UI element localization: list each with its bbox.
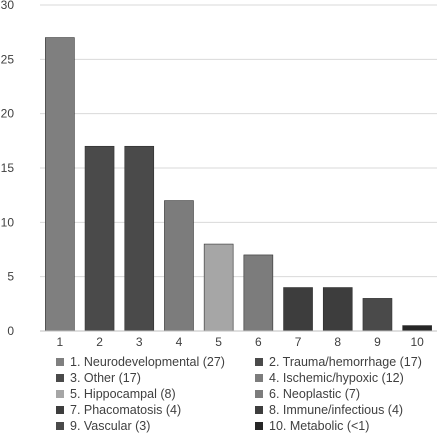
x-tick-label: 9: [374, 335, 381, 349]
bar: [164, 200, 194, 332]
legend-label: 1. Neurodevelopmental (27): [70, 355, 225, 369]
bar: [84, 145, 115, 332]
x-axis-ticks: 1 2 3 4 5 6 7 8 9 10: [57, 335, 425, 349]
legend-item: 9. Vascular (3): [56, 418, 150, 434]
bar: [203, 243, 234, 332]
legend-label: 10. Metabolic (<1): [269, 419, 370, 433]
x-tick-label: 1: [57, 335, 64, 349]
legend: 1. Neurodevelopmental (27) 2. Trauma/hemo…: [0, 354, 439, 440]
bar: [402, 325, 432, 332]
bar: [283, 287, 313, 332]
legend-swatch: [255, 358, 263, 366]
legend-label: 2. Trauma/hemorrhage (17): [269, 355, 422, 369]
legend-item: 1. Neurodevelopmental (27): [56, 354, 225, 370]
y-tick-label: 10: [1, 215, 15, 229]
legend-item: 8. Immune/infectious (4): [255, 402, 403, 418]
legend-label: 5. Hippocampal (8): [70, 387, 176, 401]
x-tick-label: 2: [96, 335, 103, 349]
legend-item: 6. Neoplastic (7): [255, 386, 360, 402]
legend-swatch: [56, 390, 64, 398]
x-tick-label: 6: [255, 335, 262, 349]
bar-chart: 0 5 10 15 20 25 30 1 2 3 4 5 6 7 8 9 10: [1, 0, 437, 349]
legend-label: 4. Ischemic/hypoxic (12): [269, 371, 404, 385]
legend-item: 5. Hippocampal (8): [56, 386, 176, 402]
legend-label: 7. Phacomatosis (4): [70, 403, 182, 417]
x-tick-label: 5: [215, 335, 222, 349]
bar: [45, 37, 75, 332]
legend-item: 7. Phacomatosis (4): [56, 402, 181, 418]
legend-swatch: [255, 406, 263, 414]
legend-swatch: [56, 422, 64, 430]
legend-item: 3. Other (17): [56, 370, 141, 386]
x-tick-label: 10: [410, 335, 424, 349]
bar: [124, 145, 155, 332]
bars: [45, 37, 432, 332]
legend-swatch: [56, 406, 64, 414]
legend-label: 8. Immune/infectious (4): [269, 403, 404, 417]
bar: [362, 298, 393, 332]
y-tick-label: 25: [1, 52, 15, 66]
legend-item: 4. Ischemic/hypoxic (12): [255, 370, 404, 386]
legend-item: 10. Metabolic (<1): [255, 418, 369, 434]
x-tick-label: 3: [136, 335, 143, 349]
legend-label: 3. Other (17): [70, 371, 141, 385]
legend-swatch: [255, 390, 263, 398]
y-tick-label: 15: [1, 161, 15, 175]
legend-swatch: [255, 422, 263, 430]
bar: [322, 287, 353, 332]
bar: [243, 254, 274, 332]
y-tick-label: 20: [1, 107, 15, 121]
legend-swatch: [255, 374, 263, 382]
y-tick-label: 30: [1, 0, 15, 12]
y-tick-label: 0: [7, 324, 14, 338]
legend-label: 9. Vascular (3): [70, 419, 151, 433]
legend-item: 2. Trauma/hemorrhage (17): [255, 354, 422, 370]
x-tick-label: 4: [176, 335, 183, 349]
legend-label: 6. Neoplastic (7): [269, 387, 361, 401]
x-tick-label: 7: [295, 335, 302, 349]
y-axis-ticks: 0 5 10 15 20 25 30: [1, 0, 15, 338]
legend-swatch: [56, 374, 64, 382]
x-tick-label: 8: [334, 335, 341, 349]
legend-swatch: [56, 358, 64, 366]
y-tick-label: 5: [7, 270, 14, 284]
